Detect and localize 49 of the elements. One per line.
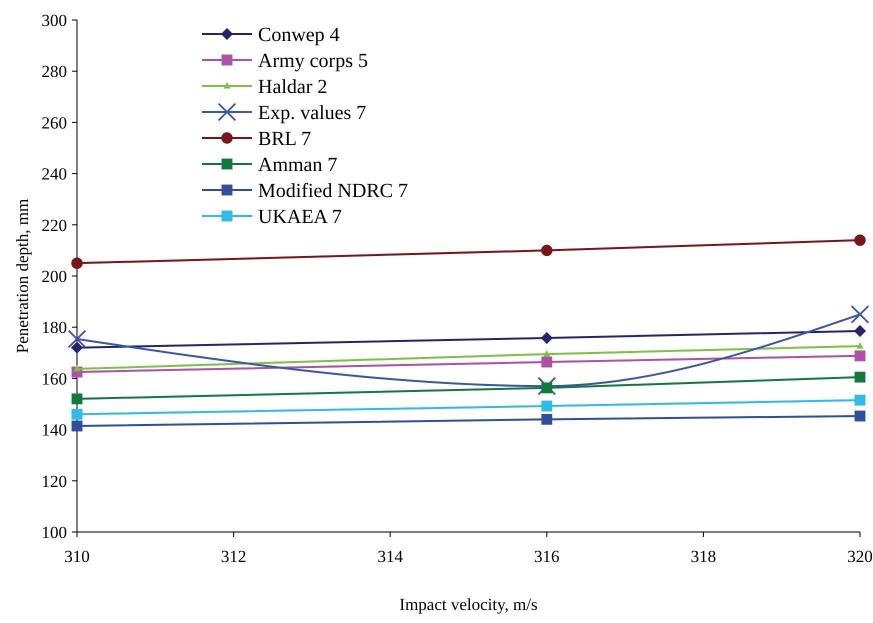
point bbox=[854, 325, 866, 338]
point bbox=[72, 393, 82, 404]
y-tick-label: 220 bbox=[42, 216, 67, 235]
point bbox=[854, 350, 866, 362]
x-tick-label: 318 bbox=[690, 547, 716, 566]
y-tick-label: 160 bbox=[42, 369, 67, 388]
x-axis-title: Impact velocity, m/s bbox=[399, 595, 538, 614]
point bbox=[72, 420, 82, 432]
y-tick-label: 260 bbox=[42, 113, 67, 132]
point bbox=[541, 382, 552, 394]
y-tick-label: 180 bbox=[42, 318, 67, 338]
point bbox=[854, 394, 866, 406]
y-tick-label: 120 bbox=[42, 472, 67, 491]
point bbox=[72, 408, 82, 420]
x-tick-label: 310 bbox=[64, 547, 90, 566]
point bbox=[854, 372, 866, 383]
legend-label: UKAEA 7 bbox=[258, 206, 342, 228]
legend-label: Amman 7 bbox=[258, 154, 338, 176]
point bbox=[74, 364, 80, 372]
legend-label: Exp. values 7 bbox=[258, 102, 366, 124]
point bbox=[856, 342, 864, 349]
legend-label: Conwep 4 bbox=[258, 24, 340, 46]
legend-label: Army corps 5 bbox=[258, 50, 368, 72]
legend-label: Haldar 2 bbox=[258, 76, 328, 98]
point bbox=[854, 410, 866, 422]
point bbox=[541, 356, 552, 368]
point bbox=[540, 332, 553, 344]
point bbox=[543, 350, 550, 357]
x-tick-label: 316 bbox=[534, 547, 560, 566]
point bbox=[541, 414, 552, 425]
y-tick-label: 200 bbox=[42, 266, 67, 286]
point bbox=[850, 305, 870, 324]
x-tick-label: 312 bbox=[220, 547, 246, 566]
x-tick-label: 320 bbox=[847, 547, 873, 566]
y-tick-label: 140 bbox=[42, 420, 67, 440]
point bbox=[541, 400, 552, 412]
legend-label: Modified NDRC 7 bbox=[258, 180, 408, 202]
legend-label: BRL 7 bbox=[258, 128, 312, 150]
point bbox=[68, 330, 86, 348]
point bbox=[71, 342, 83, 354]
point bbox=[854, 234, 866, 246]
y-tick-label: 280 bbox=[42, 62, 67, 82]
y-tick-label: 240 bbox=[42, 164, 67, 184]
point bbox=[71, 258, 83, 269]
point bbox=[541, 244, 552, 256]
y-tick-label: 100 bbox=[42, 522, 67, 542]
x-tick-label: 314 bbox=[377, 547, 404, 566]
y-axis-title: Penetration depth, mm bbox=[13, 198, 32, 354]
y-tick-label: 300 bbox=[42, 10, 67, 30]
